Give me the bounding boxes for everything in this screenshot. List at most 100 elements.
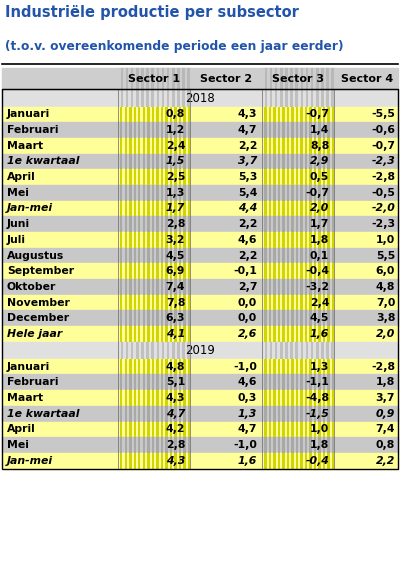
Bar [300,295,302,310]
Bar [156,453,158,469]
Bar [305,247,307,263]
Bar [287,169,289,185]
Text: -2,3: -2,3 [371,219,395,229]
Bar [318,359,320,374]
Text: 4,6: 4,6 [238,235,257,245]
Text: -1,5: -1,5 [305,409,329,419]
Bar [174,138,176,153]
Bar [129,169,132,185]
Bar [120,326,122,341]
Bar [300,185,302,201]
Bar [165,169,168,185]
Bar [161,453,163,469]
Bar [296,89,298,107]
Bar [262,437,334,453]
Bar [309,232,312,247]
Bar [287,232,289,247]
Bar [170,279,172,295]
Bar [183,437,186,453]
Bar [262,310,334,326]
Bar [165,279,168,295]
Bar [174,247,176,263]
Bar [165,107,168,122]
Bar [273,406,276,421]
Bar [179,390,181,406]
Bar [188,247,190,263]
Bar [118,279,190,295]
Bar [264,326,266,341]
Bar [327,201,330,216]
Text: 5,5: 5,5 [376,250,395,260]
Bar [323,263,325,279]
Text: -0,5: -0,5 [371,188,395,198]
Bar [327,107,330,122]
Bar [170,406,172,421]
Bar [138,279,140,295]
Bar [129,263,132,279]
Bar [143,390,145,406]
Bar [129,374,132,390]
Bar [262,390,334,406]
Bar [278,169,280,185]
Bar [287,201,289,216]
Bar [188,326,190,341]
Bar [188,68,190,89]
Bar [118,185,190,201]
Bar [269,201,271,216]
Text: 7,0: 7,0 [376,298,395,308]
Bar [179,185,181,201]
Bar [152,263,154,279]
Text: 1,8: 1,8 [376,377,395,388]
Bar [188,390,190,406]
Bar [291,359,294,374]
Bar [327,390,330,406]
Bar [125,201,127,216]
Text: 1,3: 1,3 [310,361,329,372]
Bar [269,232,271,247]
Bar [287,185,289,201]
Bar [287,263,289,279]
Bar [165,201,168,216]
Bar [147,279,150,295]
Bar [305,421,307,437]
Bar [188,201,190,216]
Bar [309,406,312,421]
Bar [162,341,164,359]
Bar [305,374,307,390]
Text: 5,1: 5,1 [166,377,185,388]
Bar [318,122,320,138]
Bar [147,406,150,421]
Bar [138,201,140,216]
Bar [305,107,307,122]
Bar [2,122,398,138]
Bar [131,341,134,359]
Bar [300,107,302,122]
Bar [147,201,150,216]
Bar [2,421,398,437]
Bar [287,406,289,421]
Bar [332,216,334,232]
Bar [291,279,294,295]
Bar [296,279,298,295]
Bar [269,138,271,153]
Bar [120,232,122,247]
Text: 7,4: 7,4 [376,424,395,434]
Bar [262,263,334,279]
Bar [287,107,289,122]
Bar [264,374,266,390]
Bar [2,201,398,216]
Bar [300,138,302,153]
Bar [2,326,398,341]
Bar [269,169,271,185]
Bar [327,247,330,263]
Bar [278,279,280,295]
Bar [172,68,174,89]
Text: 2,8: 2,8 [166,219,185,229]
Bar [179,107,181,122]
Text: Jan-mei: Jan-mei [7,455,53,466]
Bar [327,279,330,295]
Bar [287,453,289,469]
Bar [125,390,127,406]
Bar [296,406,298,421]
Bar [269,295,271,310]
